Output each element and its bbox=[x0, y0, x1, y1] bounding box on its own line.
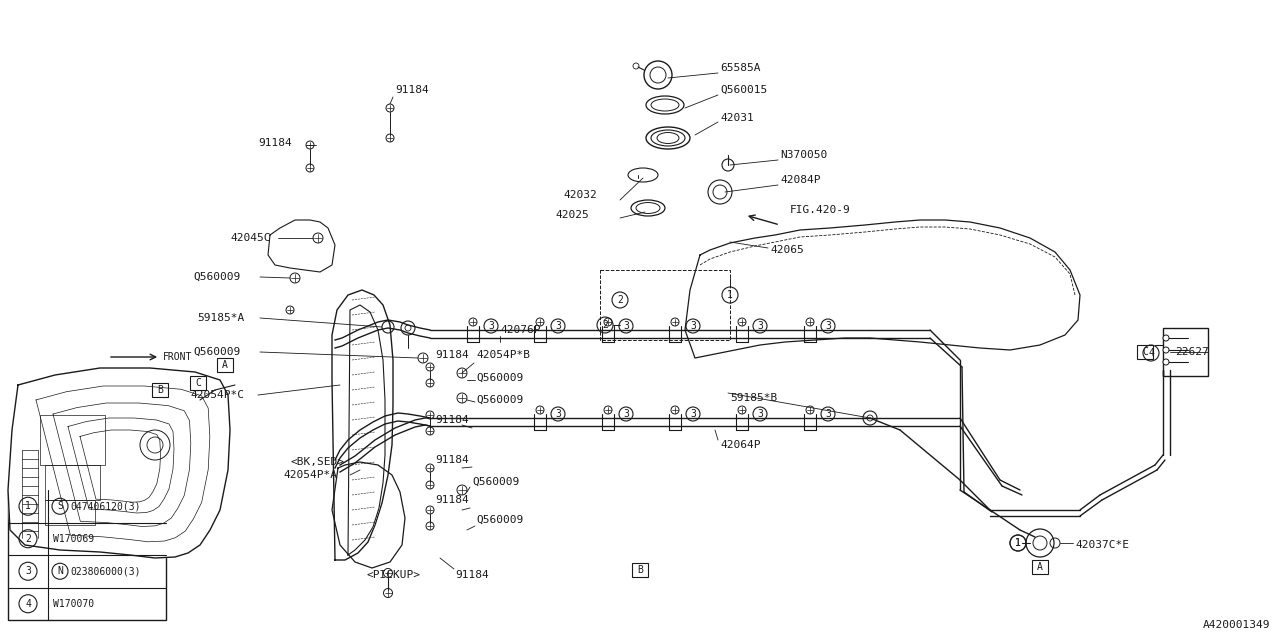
Polygon shape bbox=[348, 305, 385, 555]
Text: 22627: 22627 bbox=[1175, 347, 1208, 357]
Text: Q560009: Q560009 bbox=[476, 515, 524, 525]
Polygon shape bbox=[332, 290, 393, 560]
Text: 91184: 91184 bbox=[435, 415, 468, 425]
Text: 1: 1 bbox=[1015, 538, 1021, 548]
Bar bbox=[45, 500, 95, 525]
Text: 4: 4 bbox=[26, 599, 31, 609]
Text: 2: 2 bbox=[26, 534, 31, 544]
Text: N: N bbox=[58, 566, 63, 576]
Text: 3: 3 bbox=[690, 321, 696, 331]
Text: 42045C: 42045C bbox=[230, 233, 270, 243]
Bar bbox=[600, 270, 730, 340]
Text: 3: 3 bbox=[488, 321, 494, 331]
Text: 1: 1 bbox=[26, 501, 31, 511]
Text: 42031: 42031 bbox=[721, 113, 754, 123]
Text: 91184: 91184 bbox=[435, 455, 468, 465]
Text: 42064P: 42064P bbox=[721, 440, 760, 450]
Text: B: B bbox=[637, 565, 643, 575]
Text: 42076P: 42076P bbox=[500, 325, 540, 335]
Text: S: S bbox=[58, 501, 63, 511]
Text: <PICKUP>: <PICKUP> bbox=[366, 570, 420, 580]
Polygon shape bbox=[332, 462, 404, 568]
Text: 1: 1 bbox=[727, 290, 733, 300]
Text: 2: 2 bbox=[602, 320, 608, 330]
Text: 42054P*C: 42054P*C bbox=[189, 390, 244, 400]
Circle shape bbox=[1164, 335, 1169, 341]
Text: 3: 3 bbox=[826, 409, 831, 419]
Text: FIG.420-9: FIG.420-9 bbox=[790, 205, 851, 215]
Text: 023806000(3): 023806000(3) bbox=[70, 566, 141, 576]
Polygon shape bbox=[685, 220, 1080, 358]
Text: 1: 1 bbox=[1015, 538, 1021, 548]
Text: 59185*A: 59185*A bbox=[197, 313, 244, 323]
Text: <BK,SED>: <BK,SED> bbox=[291, 457, 344, 467]
Text: 42084P: 42084P bbox=[780, 175, 820, 185]
Bar bbox=[189, 376, 206, 390]
Text: 047406120(3): 047406120(3) bbox=[70, 501, 141, 511]
Text: 2: 2 bbox=[617, 295, 623, 305]
Text: C: C bbox=[1142, 347, 1148, 357]
Text: 42054P*A: 42054P*A bbox=[283, 470, 337, 480]
Text: Q560009: Q560009 bbox=[472, 477, 520, 487]
Text: B: B bbox=[157, 385, 163, 395]
Circle shape bbox=[1164, 359, 1169, 365]
Text: 3: 3 bbox=[756, 321, 763, 331]
Text: 42054P*B: 42054P*B bbox=[476, 350, 530, 360]
Text: FRONT: FRONT bbox=[163, 352, 192, 362]
Text: 65585A: 65585A bbox=[721, 63, 760, 73]
Text: 91184: 91184 bbox=[435, 495, 468, 505]
Bar bbox=[1032, 560, 1048, 574]
Bar bbox=[632, 563, 648, 577]
Circle shape bbox=[1164, 347, 1169, 353]
Text: 3: 3 bbox=[756, 409, 763, 419]
Bar bbox=[8, 490, 166, 620]
Text: 4: 4 bbox=[1148, 348, 1155, 358]
Text: 59185*B: 59185*B bbox=[730, 393, 777, 403]
Text: 42025: 42025 bbox=[556, 210, 589, 220]
Text: 91184: 91184 bbox=[435, 350, 468, 360]
Text: N370050: N370050 bbox=[780, 150, 827, 160]
Text: Q560009: Q560009 bbox=[193, 347, 241, 357]
Text: 3: 3 bbox=[623, 409, 628, 419]
Polygon shape bbox=[268, 220, 335, 272]
Bar bbox=[1137, 345, 1153, 359]
Text: 42037C*E: 42037C*E bbox=[1075, 540, 1129, 550]
Text: Q560009: Q560009 bbox=[476, 395, 524, 405]
Text: 91184: 91184 bbox=[259, 138, 292, 148]
Text: A: A bbox=[221, 360, 228, 370]
Bar bbox=[40, 415, 105, 465]
Text: 42065: 42065 bbox=[771, 245, 804, 255]
Text: C: C bbox=[195, 378, 201, 388]
Text: 42032: 42032 bbox=[563, 190, 596, 200]
Bar bbox=[45, 465, 100, 500]
Text: 3: 3 bbox=[690, 409, 696, 419]
Text: 3: 3 bbox=[556, 409, 561, 419]
Text: A420001349: A420001349 bbox=[1202, 620, 1270, 630]
Text: Q560015: Q560015 bbox=[721, 85, 767, 95]
Text: 3: 3 bbox=[826, 321, 831, 331]
Text: W170070: W170070 bbox=[52, 599, 95, 609]
Text: A: A bbox=[1037, 562, 1043, 572]
Text: Q560009: Q560009 bbox=[476, 373, 524, 383]
Text: 91184: 91184 bbox=[396, 85, 429, 95]
Text: 3: 3 bbox=[623, 321, 628, 331]
Bar bbox=[218, 358, 233, 372]
Text: 3: 3 bbox=[26, 566, 31, 576]
Text: W170069: W170069 bbox=[52, 534, 95, 544]
Bar bbox=[152, 383, 168, 397]
Text: 3: 3 bbox=[556, 321, 561, 331]
Text: Q560009: Q560009 bbox=[193, 272, 241, 282]
Bar bbox=[1164, 328, 1208, 376]
Text: 91184: 91184 bbox=[454, 570, 489, 580]
Polygon shape bbox=[8, 368, 230, 558]
